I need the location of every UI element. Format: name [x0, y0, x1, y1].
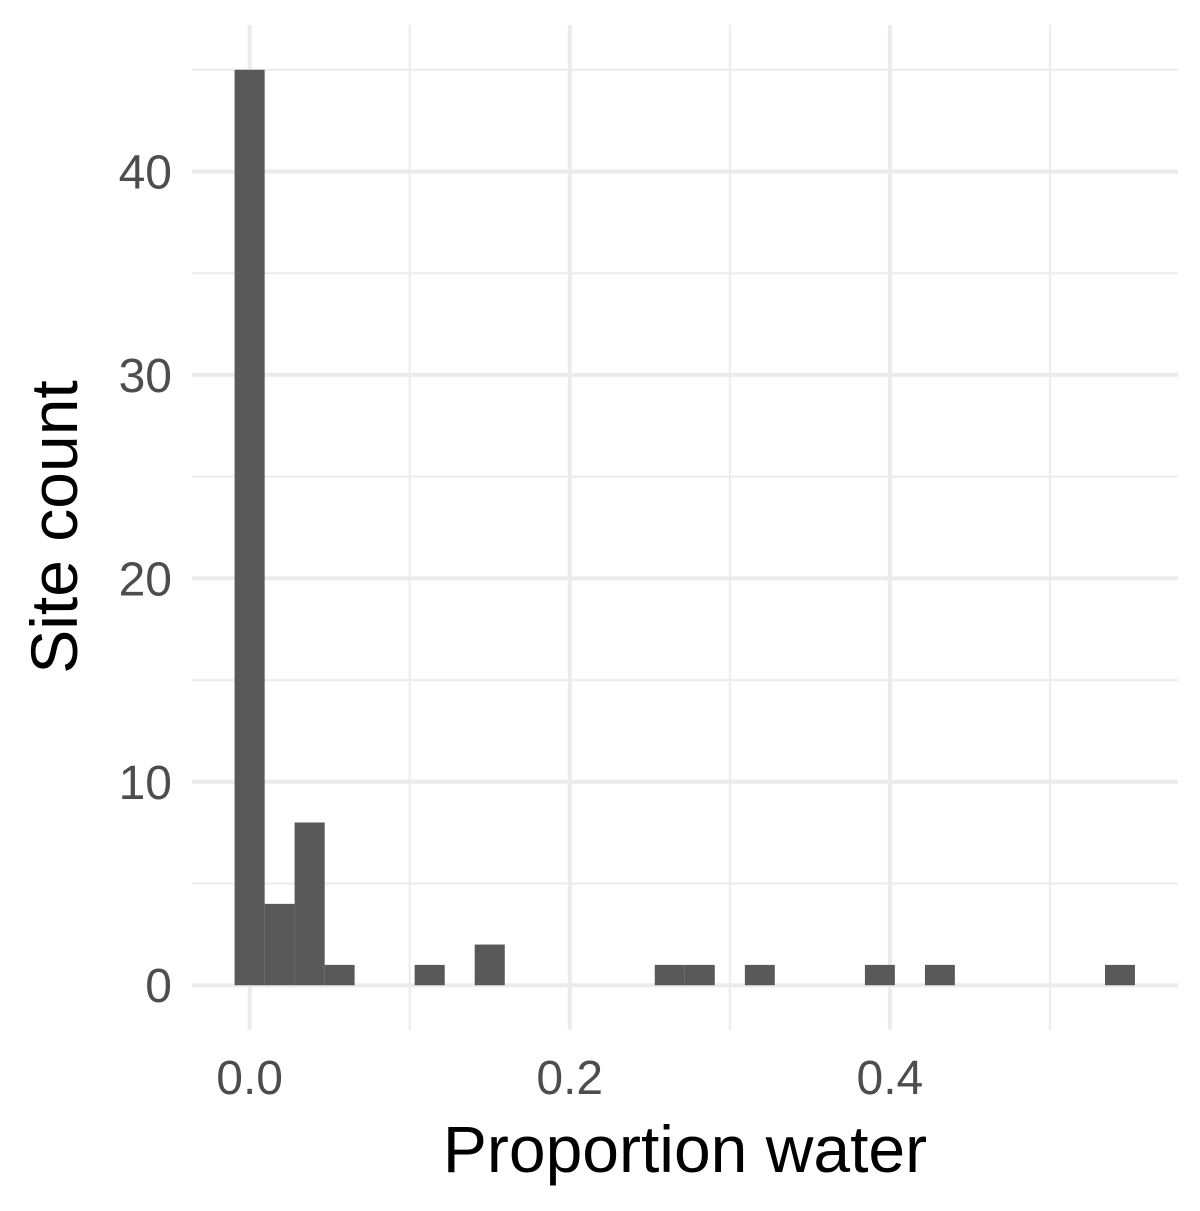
histogram-bars — [234, 69, 1135, 986]
histogram-bar — [1105, 964, 1135, 986]
histogram-bar — [864, 964, 895, 986]
histogram-bar — [744, 964, 775, 986]
x-tick-label: 0.0 — [216, 1052, 283, 1105]
minor-gridlines — [192, 25, 1178, 1030]
y-tick-label: 20 — [119, 553, 172, 606]
x-axis-tick-labels: 0.0 0.2 0.4 — [216, 1052, 923, 1105]
histogram-bar — [414, 964, 445, 986]
y-tick-label: 40 — [119, 146, 172, 199]
histogram-bar — [324, 964, 355, 986]
y-tick-label: 10 — [119, 757, 172, 810]
x-tick-label: 0.2 — [536, 1052, 603, 1105]
histogram-bar — [474, 944, 505, 986]
histogram-bar — [684, 964, 715, 986]
y-tick-label: 30 — [119, 350, 172, 403]
histogram-bar — [264, 903, 295, 986]
histogram-bar — [234, 69, 265, 986]
y-axis-tick-labels: 0 10 20 30 40 — [119, 146, 172, 1013]
histogram-bar — [654, 964, 685, 986]
x-tick-label: 0.4 — [857, 1052, 924, 1105]
histogram-bar — [294, 822, 325, 986]
histogram-bar — [924, 964, 955, 986]
major-gridlines — [192, 25, 1178, 1030]
y-tick-label: 0 — [145, 960, 172, 1013]
x-axis-title: Proportion water — [443, 1112, 927, 1186]
y-axis-title: Site count — [17, 380, 91, 674]
